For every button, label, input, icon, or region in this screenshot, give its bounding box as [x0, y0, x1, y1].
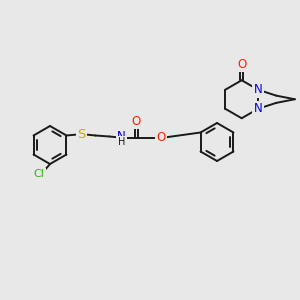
Text: O: O [237, 58, 246, 71]
Text: N: N [117, 130, 126, 142]
Text: O: O [132, 115, 141, 128]
Text: N: N [254, 102, 262, 115]
Text: N: N [254, 83, 262, 96]
Text: S: S [77, 128, 86, 141]
Text: Cl: Cl [34, 169, 44, 179]
Text: O: O [157, 131, 166, 144]
Text: H: H [118, 137, 125, 147]
